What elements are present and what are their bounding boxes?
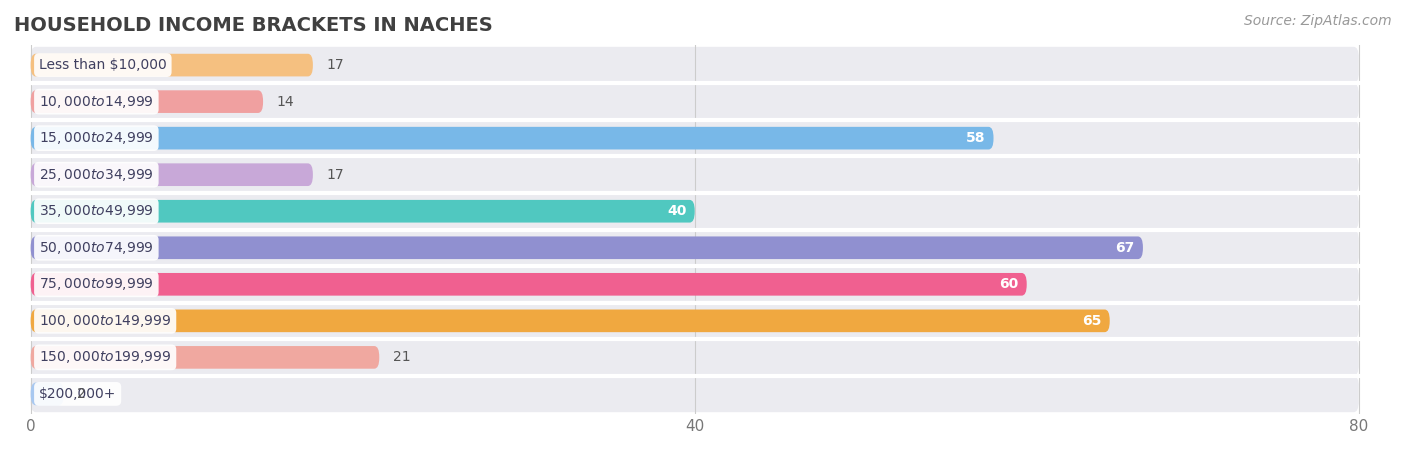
FancyBboxPatch shape <box>31 157 1358 193</box>
FancyBboxPatch shape <box>31 163 314 186</box>
FancyBboxPatch shape <box>31 236 1143 259</box>
Text: $150,000 to $199,999: $150,000 to $199,999 <box>39 349 172 365</box>
Text: $200,000+: $200,000+ <box>39 387 117 401</box>
Text: 65: 65 <box>1083 314 1101 328</box>
Text: $100,000 to $149,999: $100,000 to $149,999 <box>39 313 172 329</box>
FancyBboxPatch shape <box>31 266 1358 302</box>
Text: 40: 40 <box>666 204 686 218</box>
Text: $35,000 to $49,999: $35,000 to $49,999 <box>39 203 153 219</box>
Text: 21: 21 <box>392 351 411 364</box>
Text: $50,000 to $74,999: $50,000 to $74,999 <box>39 240 153 256</box>
FancyBboxPatch shape <box>31 273 1026 296</box>
FancyBboxPatch shape <box>31 200 695 223</box>
FancyBboxPatch shape <box>31 193 1358 230</box>
Text: HOUSEHOLD INCOME BRACKETS IN NACHES: HOUSEHOLD INCOME BRACKETS IN NACHES <box>14 16 494 35</box>
FancyBboxPatch shape <box>31 339 1358 376</box>
Text: 17: 17 <box>326 168 344 182</box>
FancyBboxPatch shape <box>31 346 380 369</box>
Text: $75,000 to $99,999: $75,000 to $99,999 <box>39 276 153 292</box>
FancyBboxPatch shape <box>31 230 1358 266</box>
Text: 17: 17 <box>326 58 344 72</box>
FancyBboxPatch shape <box>31 376 1358 412</box>
Text: 2: 2 <box>77 387 86 401</box>
Text: Source: ZipAtlas.com: Source: ZipAtlas.com <box>1244 14 1392 27</box>
Text: $25,000 to $34,999: $25,000 to $34,999 <box>39 166 153 183</box>
FancyBboxPatch shape <box>31 90 263 113</box>
Text: 60: 60 <box>1000 277 1018 291</box>
FancyBboxPatch shape <box>31 47 1358 83</box>
Text: $10,000 to $14,999: $10,000 to $14,999 <box>39 94 153 110</box>
Text: 14: 14 <box>277 94 294 108</box>
FancyBboxPatch shape <box>31 127 994 149</box>
Text: Less than $10,000: Less than $10,000 <box>39 58 167 72</box>
FancyBboxPatch shape <box>31 83 1358 120</box>
Text: $15,000 to $24,999: $15,000 to $24,999 <box>39 130 153 146</box>
FancyBboxPatch shape <box>31 120 1358 157</box>
Text: 58: 58 <box>966 131 986 145</box>
FancyBboxPatch shape <box>31 302 1358 339</box>
FancyBboxPatch shape <box>31 54 314 76</box>
FancyBboxPatch shape <box>31 382 63 405</box>
FancyBboxPatch shape <box>31 310 1109 332</box>
Text: 67: 67 <box>1115 241 1135 255</box>
